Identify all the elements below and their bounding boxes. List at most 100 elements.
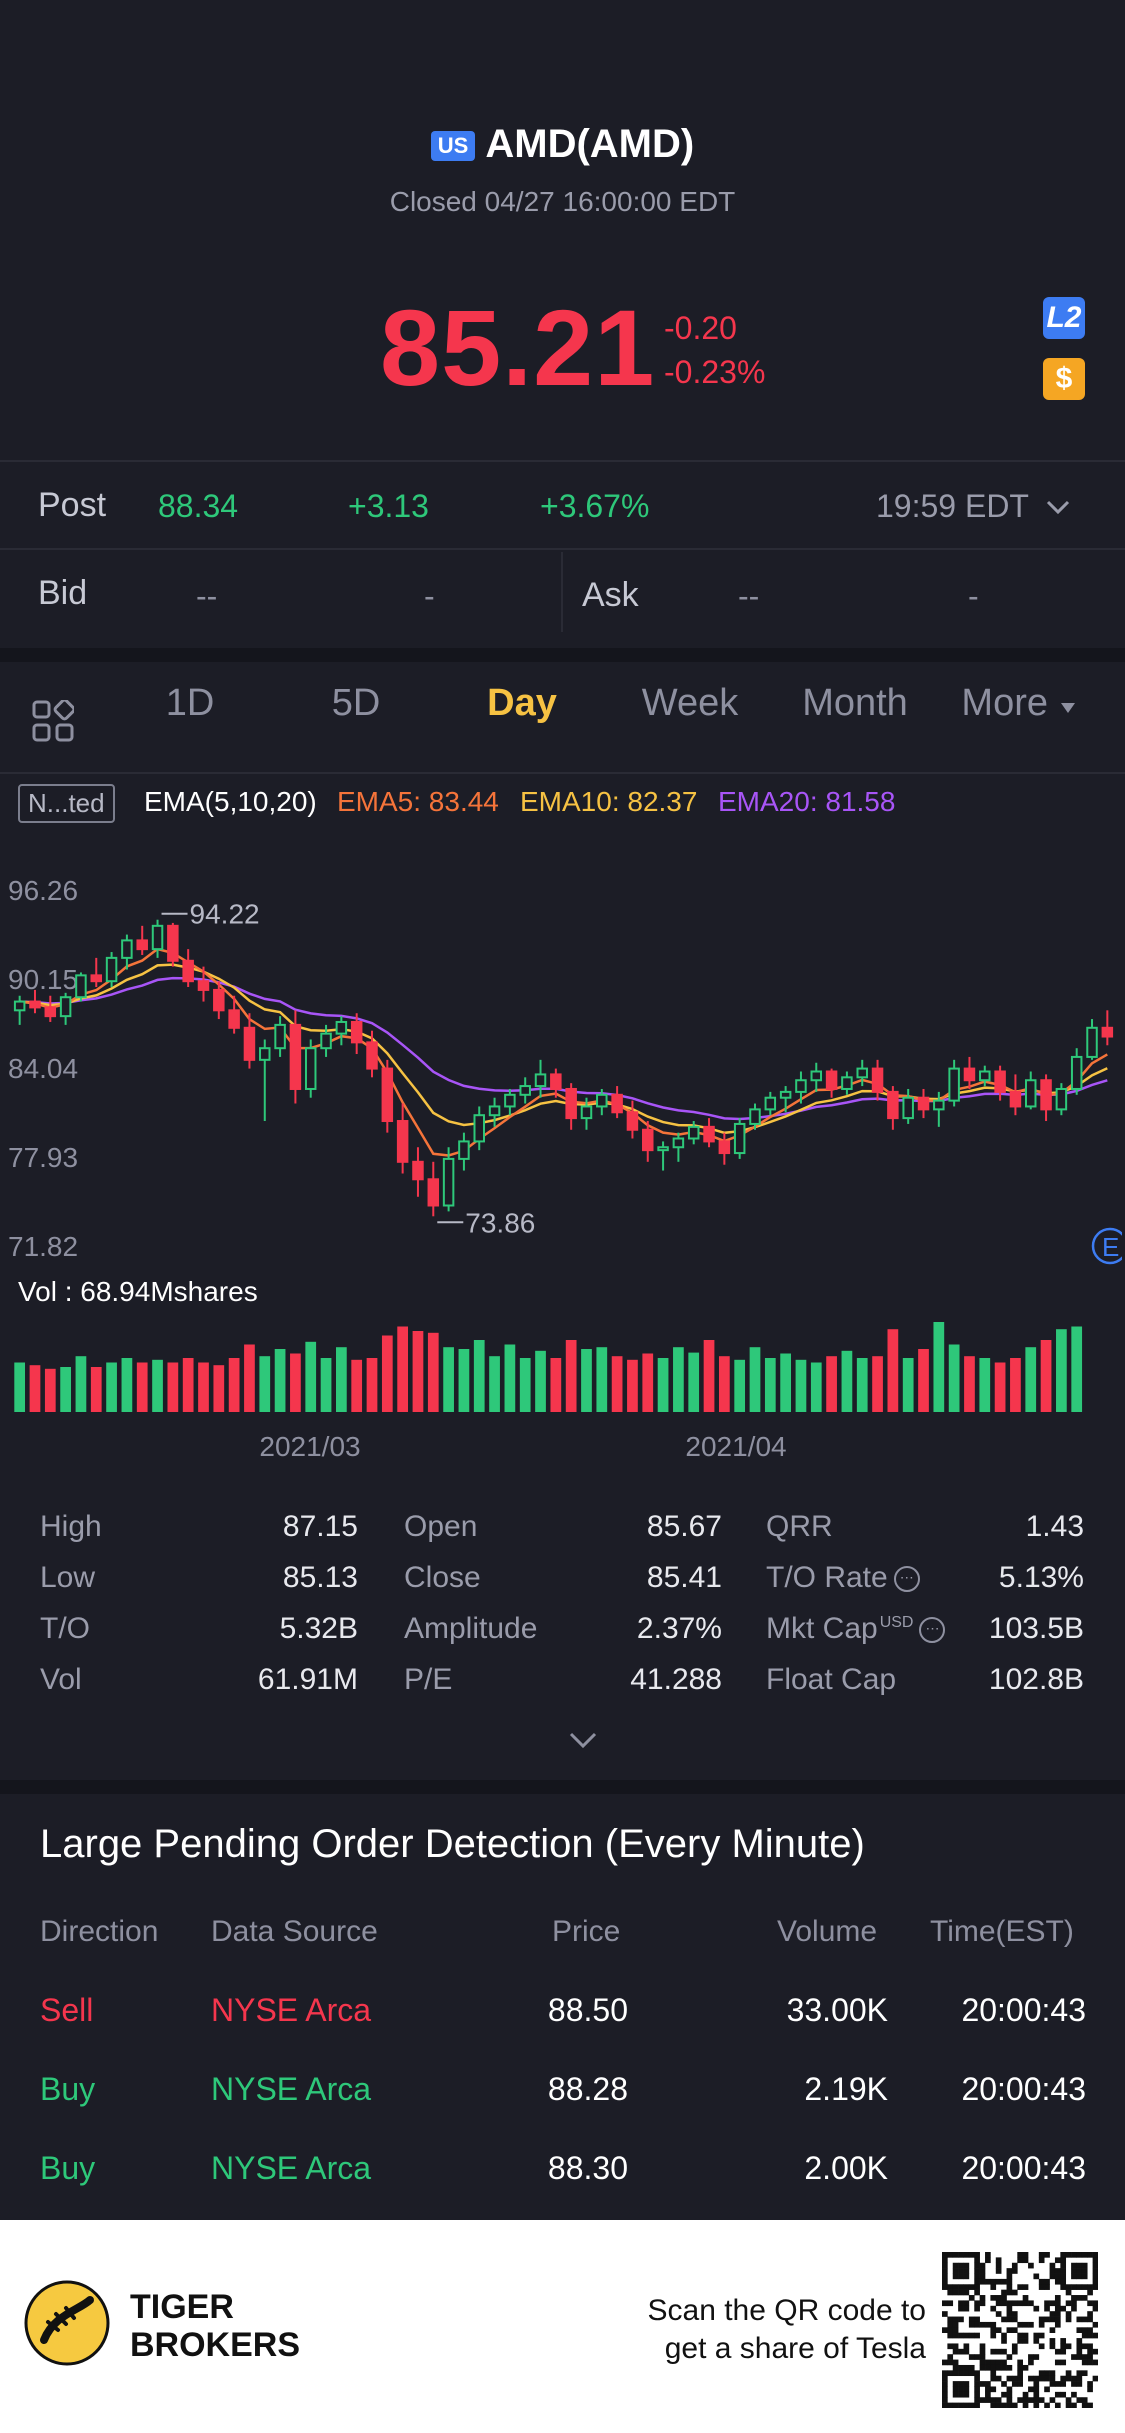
- divider: [0, 460, 1125, 462]
- candle: [458, 1132, 470, 1171]
- stat-label: Open: [404, 1510, 478, 1543]
- order-volume: 2.19K: [804, 2071, 888, 2107]
- volume-bar: [948, 1344, 960, 1412]
- volume-bar: [274, 1349, 286, 1412]
- candle: [994, 1065, 1006, 1101]
- volume-bar: [152, 1359, 163, 1412]
- tab-week[interactable]: Week: [641, 682, 739, 724]
- tab-more[interactable]: More: [954, 682, 1084, 725]
- qr-code[interactable]: [942, 2252, 1098, 2408]
- ema-label[interactable]: EMA(5,10,20): [144, 786, 317, 817]
- brand-name: TIGER BROKERS: [130, 2288, 300, 2364]
- candle: [396, 1103, 409, 1174]
- ema10-value: EMA10: 82.37: [520, 786, 698, 817]
- volume-bar: [795, 1359, 807, 1412]
- candle: [933, 1091, 945, 1127]
- expand-icon[interactable]: E: [1088, 1226, 1122, 1266]
- volume-bar: [228, 1358, 240, 1412]
- tab-more-label: More: [961, 682, 1048, 724]
- stats-grid: High 87.15 Open 85.67 QRR 1.43 Low 85.13 Close 85…: [0, 1500, 1125, 1720]
- volume-bar: [550, 1358, 562, 1412]
- volume-bar: [1071, 1326, 1083, 1412]
- header-volume: Volume: [777, 1915, 878, 1948]
- volume-bar: [381, 1335, 393, 1412]
- y-tick-label: 90.15: [8, 964, 78, 995]
- volume-bar: [182, 1358, 194, 1412]
- dollar-icon[interactable]: $: [1043, 358, 1085, 400]
- order-source: NYSE Arca: [211, 1992, 372, 2028]
- y-tick-label: 77.93: [8, 1142, 78, 1173]
- header-time: Time(EST): [930, 1915, 1074, 1948]
- divider: [0, 548, 1125, 550]
- cta-line-2: get a share of Tesla: [664, 2332, 926, 2365]
- volume-bar: [473, 1340, 485, 1412]
- volume-bar: [305, 1341, 317, 1412]
- order-price: 88.30: [547, 2150, 628, 2186]
- volume-label: Vol : 68.94Mshares: [18, 1276, 258, 1307]
- ema5-value: EMA5: 83.44: [337, 786, 499, 817]
- candle: [841, 1071, 853, 1095]
- ask-label: Ask: [582, 576, 639, 614]
- candle: [703, 1118, 715, 1148]
- post-label: Post: [38, 486, 107, 524]
- candle: [75, 972, 87, 1002]
- tab-day[interactable]: Day: [487, 682, 557, 724]
- volume-bar: [673, 1347, 684, 1412]
- order-volume: 33.00K: [786, 1992, 888, 2028]
- candle: [779, 1086, 792, 1113]
- candle: [366, 1030, 378, 1078]
- ask-size: -: [968, 578, 979, 614]
- level2-icon[interactable]: L2: [1043, 297, 1085, 339]
- tab-1d[interactable]: 1D: [165, 682, 215, 724]
- candle: [948, 1059, 960, 1107]
- stat-value: 102.8B: [988, 1663, 1084, 1696]
- order-price: 88.28: [547, 2071, 628, 2107]
- order-time: 20:00:43: [961, 2150, 1086, 2186]
- order-volume: 2.00K: [804, 2150, 888, 2186]
- volume-bar: [902, 1358, 914, 1412]
- volume-bar: [565, 1340, 577, 1412]
- volume-bar: [810, 1362, 822, 1412]
- adjust-toggle[interactable]: N...ted: [18, 784, 115, 823]
- candle: [534, 1059, 547, 1098]
- candle: [488, 1097, 501, 1127]
- candle: [243, 1013, 256, 1069]
- stat-value: 85.67: [646, 1510, 722, 1543]
- order-time: 20:00:43: [961, 2071, 1086, 2107]
- candle: [121, 934, 133, 970]
- volume-bar: [642, 1353, 654, 1412]
- post-time-dropdown[interactable]: 19:59 EDT: [876, 488, 1071, 525]
- stat-value: 41.288: [630, 1663, 722, 1696]
- pending-orders-panel: [0, 1780, 1125, 2234]
- svg-text:E: E: [1102, 1232, 1119, 1262]
- tab-5d[interactable]: 5D: [331, 682, 381, 724]
- candle: [1070, 1048, 1083, 1095]
- candle: [963, 1056, 976, 1089]
- brand-line-2: BROKERS: [130, 2326, 301, 2364]
- y-tick-label: 84.04: [8, 1053, 78, 1084]
- stat-value: 5.13%: [998, 1561, 1084, 1594]
- period-tabs: [0, 648, 1125, 786]
- candle: [1009, 1074, 1022, 1116]
- info-icon[interactable]: ⋯: [919, 1617, 946, 1644]
- candle: [672, 1132, 685, 1162]
- info-icon[interactable]: ⋯: [893, 1566, 920, 1593]
- volume-bar: [933, 1322, 945, 1412]
- volume-bar: [1010, 1358, 1021, 1412]
- candle: [1040, 1074, 1052, 1122]
- candlestick-chart[interactable]: 96.26 90.15 84.04 77.93 71.82 94.22 73.86 202…: [0, 860, 1125, 1470]
- candle: [856, 1059, 868, 1087]
- candle: [887, 1086, 899, 1130]
- volume-bar: [764, 1358, 776, 1412]
- tab-month[interactable]: Month: [802, 682, 908, 724]
- expand-chevron-icon[interactable]: [567, 1730, 599, 1750]
- volume-bar: [964, 1356, 975, 1412]
- grid-icon[interactable]: [32, 700, 74, 742]
- volume-bar: [351, 1359, 363, 1412]
- candle: [29, 989, 41, 1014]
- header-data-source: Data Source: [211, 1915, 378, 1948]
- stock-title: US AMD(AMD): [0, 122, 1125, 167]
- post-change: +3.13: [348, 488, 429, 524]
- stat-value: 103.5B: [988, 1612, 1084, 1645]
- order-source: NYSE Arca: [211, 2150, 372, 2186]
